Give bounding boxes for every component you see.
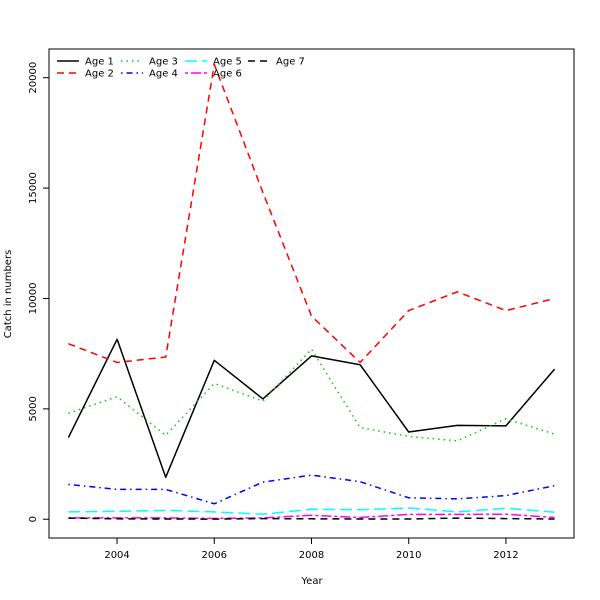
x-tick-label: 2004 xyxy=(104,550,129,561)
y-axis-label: Catch in numbers xyxy=(3,250,14,339)
series-line-age-6 xyxy=(68,513,555,520)
legend-label: Age 6 xyxy=(213,69,242,80)
series-layer xyxy=(67,63,556,520)
legend-label: Age 2 xyxy=(85,69,114,80)
y-tick-label: 0 xyxy=(28,516,39,522)
y-tick-label: 15000 xyxy=(28,172,39,204)
legend-label: Age 7 xyxy=(276,57,305,68)
y-tick-label: 5000 xyxy=(28,396,39,421)
series-line-age-2 xyxy=(68,63,555,364)
x-tick-label: 2012 xyxy=(493,550,518,561)
series-line-age-4 xyxy=(68,474,555,505)
x-tick-label: 2010 xyxy=(396,550,421,561)
legend-label: Age 5 xyxy=(213,57,242,68)
axes: 2004 2006 2008 2010 2012 0 5000 10000 15000 20000 xyxy=(28,62,519,561)
series-line-age-1 xyxy=(67,338,556,479)
x-axis-label: Year xyxy=(300,576,323,587)
y-tick-label: 20000 xyxy=(28,62,39,94)
y-tick-label: 10000 xyxy=(28,283,39,315)
x-tick-label: 2008 xyxy=(299,550,324,561)
x-tick-label: 2006 xyxy=(202,550,227,561)
legend-label: Age 3 xyxy=(149,57,178,68)
series-line-age-3 xyxy=(68,348,555,442)
series-line-age-7 xyxy=(68,517,555,520)
plot-frame xyxy=(48,48,575,539)
legend-label: Age 1 xyxy=(85,57,114,68)
legend-label: Age 4 xyxy=(149,69,178,80)
series-line-age-5 xyxy=(68,507,555,515)
